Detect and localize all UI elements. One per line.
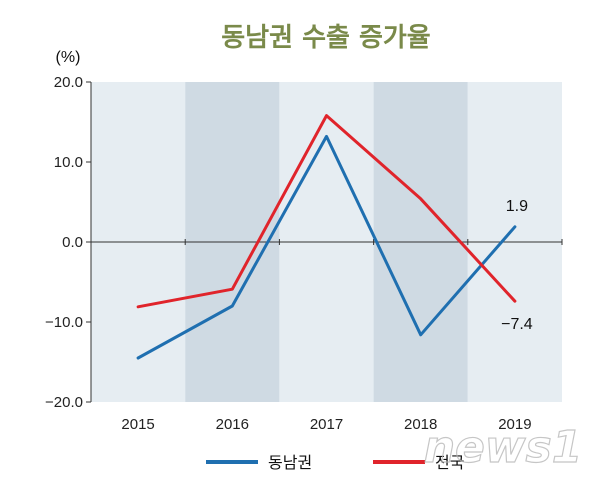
legend-label: 전국 (435, 453, 464, 472)
y-tick-labels: 20.0 10.0 0.0 −10.0 −20.0 (45, 74, 83, 411)
data-labels: 1.9 −7.4 (501, 198, 533, 333)
x-tick-label-2016: 2016 (216, 416, 249, 433)
series-lines (136, 114, 517, 360)
legend-label: 동남권 (268, 453, 312, 472)
x-tick-label-2019: 2019 (498, 416, 531, 433)
legend: 동남권 전국 (206, 453, 464, 472)
chart-title: 동남권 수출 증가율 (221, 23, 430, 53)
y-tick-label: −20.0 (45, 394, 83, 411)
watermark-text: news1 (424, 422, 583, 473)
x-tick-label-2015: 2015 (121, 416, 154, 433)
x-tick-labels: 2015 2016 2017 2018 2019 (121, 416, 531, 433)
y-tick-label: 20.0 (54, 74, 83, 91)
data-label: 1.9 (506, 198, 528, 215)
watermark-logo: news1 (423, 421, 583, 473)
y-tick-label: −10.0 (45, 314, 83, 331)
data-label: −7.4 (501, 316, 533, 333)
y-tick-label: 10.0 (54, 154, 83, 171)
axes (86, 81, 563, 403)
x-tick-label-2018: 2018 (404, 416, 437, 433)
x-tick-label-2017: 2017 (310, 416, 343, 433)
y-tick-label: 0.0 (62, 234, 83, 251)
y-axis-unit-label: (%) (56, 49, 81, 66)
